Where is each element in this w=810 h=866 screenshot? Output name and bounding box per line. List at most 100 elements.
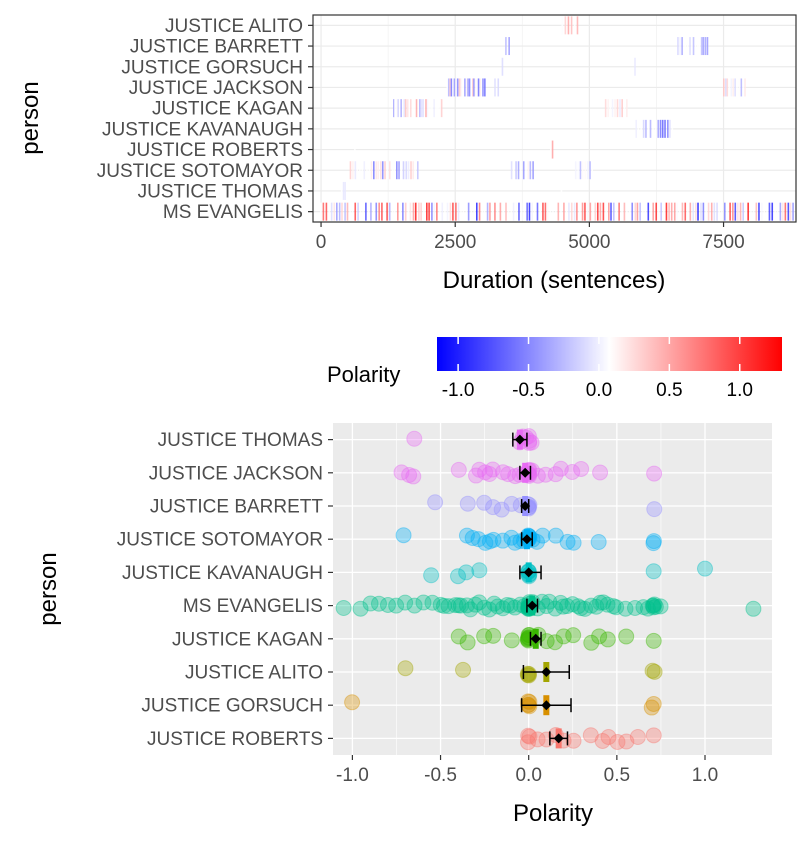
timeline-y-label-justice-sotomayor: JUSTICE SOTOMAYOR	[97, 161, 303, 182]
scatter-point-ms-evangelis	[415, 594, 432, 611]
scatter-point-justice-sotomayor	[481, 533, 498, 550]
scatter-point-justice-roberts	[609, 733, 626, 750]
scatter-point-justice-kagan	[538, 633, 555, 650]
scatter-point-ms-evangelis	[639, 600, 656, 617]
scatter-point-justice-roberts	[521, 728, 538, 745]
timeline-x-label: 0	[316, 232, 327, 253]
scatter-point-justice-alito	[520, 665, 537, 682]
scatter-point-justice-sotomayor	[506, 534, 523, 551]
scatter-y-label-justice-kavanaugh: JUSTICE KAVANAUGH	[122, 563, 323, 584]
scatter-point-ms-evangelis	[583, 597, 600, 614]
scatter-point-ms-evangelis	[424, 594, 441, 611]
legend-ticks: -1.0 -0.5 0.0 0.5 1.0	[442, 337, 753, 401]
scatter-point-ms-evangelis	[476, 599, 493, 616]
scatter-point-justice-sotomayor	[547, 527, 564, 544]
scatter-mean-point-justice-roberts	[553, 733, 564, 744]
scatter-point-justice-roberts	[565, 732, 582, 749]
timeline-y-label-justice-thomas: JUSTICE THOMAS	[138, 181, 303, 202]
scatter-point-ms-evangelis	[335, 599, 352, 616]
timeline-y-label-ms-evangelis: MS EVANGELIS	[163, 202, 303, 223]
scatter-point-ms-evangelis	[432, 596, 449, 613]
scatter-point-justice-sotomayor	[494, 532, 511, 549]
scatter-point-ms-evangelis	[635, 599, 652, 616]
scatter-point-ms-evangelis	[452, 597, 469, 614]
scatter-point-justice-kagan	[450, 628, 467, 645]
scatter-point-ms-evangelis	[494, 600, 511, 617]
scatter-point-justice-gorsuch	[344, 694, 361, 711]
scatter-point-justice-jackson	[393, 464, 410, 481]
scatter-point-ms-evangelis	[644, 597, 661, 614]
scatter-point-justice-kavanaugh	[450, 568, 467, 585]
timeline-x-axis-title: Duration (sentences)	[443, 267, 666, 294]
timeline-panel	[313, 15, 796, 222]
scatter-point-ms-evangelis	[541, 593, 558, 610]
timeline-y-label-justice-jackson: JUSTICE JACKSON	[129, 78, 303, 99]
scatter-point-justice-barrett	[476, 494, 493, 511]
scatter-point-justice-kavanaugh	[458, 564, 475, 581]
scatter-mean-point-justice-gorsuch	[541, 700, 552, 711]
scatter-point-ms-evangelis	[362, 595, 379, 612]
scatter-mean-point-justice-barrett	[520, 501, 531, 511]
scatter-point-justice-jackson	[471, 461, 488, 478]
scatter-x-axis-title: Polarity	[513, 800, 593, 827]
scatter-point-justice-gorsuch	[643, 699, 660, 716]
scatter-y-label-ms-evangelis: MS EVANGELIS	[183, 596, 323, 617]
scatter-y-label-justice-thomas: JUSTICE THOMAS	[158, 430, 323, 451]
scatter-point-ms-evangelis	[489, 598, 506, 615]
scatter-point-justice-sotomayor	[477, 534, 494, 551]
scatter-point-ms-evangelis	[486, 595, 503, 612]
scatter-point-ms-evangelis	[379, 596, 396, 613]
scatter-point-justice-kagan	[459, 634, 476, 651]
scatter-point-justice-jackson	[481, 465, 498, 482]
timeline-segments	[320, 16, 794, 221]
timeline-x-tick-labels: 0 2500 5000 7500	[316, 222, 745, 253]
scatter-point-justice-thomas	[406, 430, 423, 447]
scatter-point-justice-jackson	[564, 464, 581, 481]
scatter-mean-ci	[512, 429, 572, 749]
scatter-y-label-justice-barrett: JUSTICE BARRETT	[150, 497, 324, 518]
timeline-x-label: 5000	[568, 232, 610, 253]
scatter-mean-point-ms-evangelis	[527, 600, 538, 611]
scatter-point-ms-evangelis	[608, 599, 625, 616]
timeline-y-label-justice-alito: JUSTICE ALITO	[165, 16, 303, 37]
scatter-x-label: 0.5	[604, 765, 630, 786]
scatter-point-justice-jackson	[495, 464, 512, 481]
scatter-point-justice-kagan	[546, 634, 563, 651]
scatter-point-ms-evangelis	[646, 596, 663, 613]
scatter-point-justice-jackson	[592, 464, 609, 481]
scatter-point-justice-alito	[519, 665, 536, 682]
scatter-point-justice-jackson	[468, 467, 485, 484]
timeline-x-label: 2500	[434, 232, 476, 253]
scatter-point-justice-roberts	[520, 734, 537, 751]
timeline-y-label-justice-gorsuch: JUSTICE GORSUCH	[121, 57, 303, 78]
scatter-point-ms-evangelis	[595, 594, 612, 611]
legend-colorbar	[437, 337, 782, 371]
scatter-point-justice-kagan	[565, 627, 582, 644]
scatter-point-justice-roberts	[618, 733, 635, 750]
scatter-point-ms-evangelis	[645, 597, 662, 614]
scatter-point-ms-evangelis	[440, 598, 457, 615]
scatter-mean-point-justice-thomas	[514, 434, 525, 445]
scatter-point-justice-kagan	[555, 628, 572, 645]
scatter-point-justice-jackson	[573, 460, 590, 477]
scatter-point-justice-barrett	[503, 495, 520, 512]
timeline-x-label: 7500	[702, 232, 744, 253]
timeline-y-label-justice-kagan: JUSTICE KAGAN	[152, 99, 303, 120]
scatter-point-justice-alito	[644, 662, 661, 679]
scatter-point-justice-jackson	[450, 461, 467, 478]
scatter-x-label: -0.5	[424, 765, 457, 786]
legend-title: Polarity	[327, 362, 400, 387]
scatter-mean-point-justice-kavanaugh	[523, 567, 534, 578]
scatter-point-justice-kagan	[618, 628, 635, 645]
scatter-point-ms-evangelis	[436, 597, 453, 614]
scatter-x-label: 1.0	[692, 765, 718, 786]
scatter-point-justice-jackson	[477, 464, 494, 481]
scatter-point-ms-evangelis	[647, 598, 664, 615]
scatter-point-justice-sotomayor	[590, 534, 607, 551]
scatter-point-justice-thomas	[523, 434, 540, 451]
scatter-point-justice-kagan	[583, 634, 600, 651]
scatter-point-justice-barrett	[646, 501, 663, 518]
scatter-point-justice-barrett	[459, 495, 476, 512]
legend-tick-label: -0.5	[512, 380, 545, 401]
